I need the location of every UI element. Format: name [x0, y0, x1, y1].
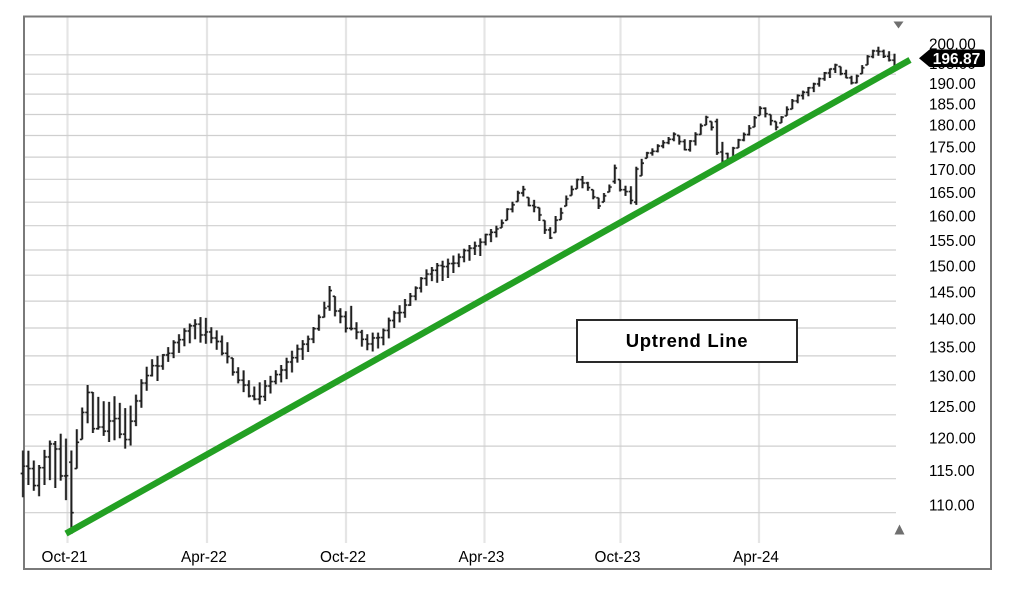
svg-text:120.00: 120.00: [929, 430, 976, 447]
svg-text:Apr-23: Apr-23: [459, 549, 505, 566]
svg-text:175.00: 175.00: [929, 139, 976, 156]
svg-text:Uptrend Line: Uptrend Line: [626, 330, 748, 351]
svg-text:200.00: 200.00: [929, 37, 976, 54]
svg-text:Oct-22: Oct-22: [320, 549, 366, 566]
svg-text:170.00: 170.00: [929, 162, 976, 179]
svg-text:Oct-23: Oct-23: [595, 549, 641, 566]
svg-text:140.00: 140.00: [929, 312, 976, 329]
svg-text:196.87: 196.87: [933, 51, 980, 68]
svg-text:135.00: 135.00: [929, 340, 976, 357]
svg-text:180.00: 180.00: [929, 118, 976, 135]
svg-text:Apr-24: Apr-24: [733, 549, 779, 566]
svg-text:165.00: 165.00: [929, 185, 976, 202]
svg-text:160.00: 160.00: [929, 209, 976, 226]
svg-text:115.00: 115.00: [929, 463, 975, 480]
svg-text:110.00: 110.00: [929, 498, 975, 515]
svg-text:130.00: 130.00: [929, 369, 976, 386]
svg-text:125.00: 125.00: [929, 399, 976, 416]
svg-text:145.00: 145.00: [929, 284, 976, 301]
svg-text:190.00: 190.00: [929, 76, 976, 93]
svg-text:Oct-21: Oct-21: [42, 549, 88, 566]
svg-text:150.00: 150.00: [929, 258, 976, 275]
svg-text:185.00: 185.00: [929, 97, 976, 114]
svg-text:155.00: 155.00: [929, 233, 976, 250]
svg-text:Apr-22: Apr-22: [181, 549, 227, 566]
